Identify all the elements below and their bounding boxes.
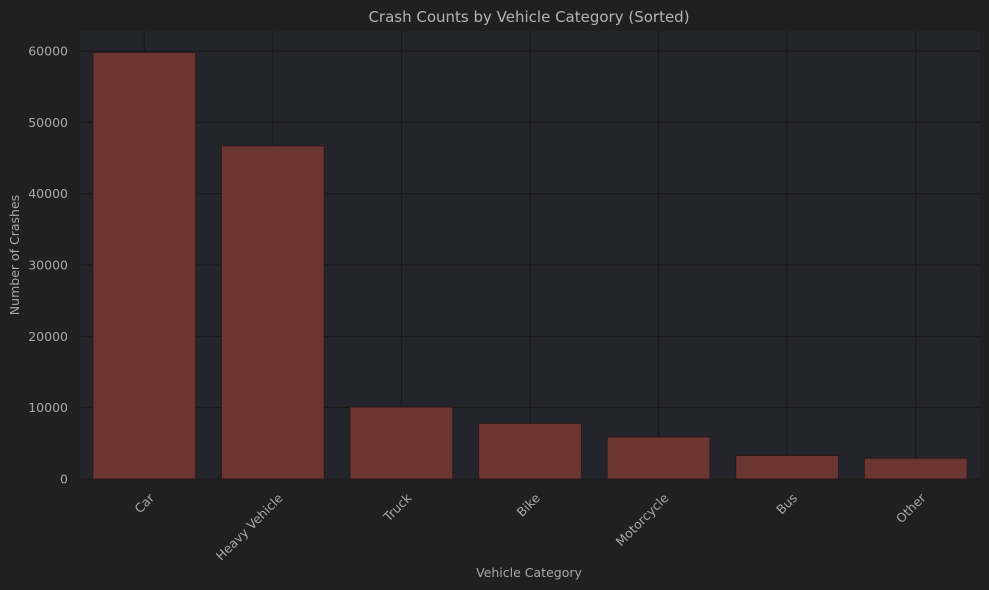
x-axis-label: Vehicle Category <box>476 565 582 580</box>
bar-heavy-vehicle <box>220 145 325 480</box>
y-tick-label: 60000 <box>28 43 68 58</box>
bar-other <box>863 457 968 480</box>
y-tick-label: 10000 <box>28 400 68 415</box>
y-axis-label: Number of Crashes <box>7 195 22 315</box>
chart-title: Crash Counts by Vehicle Category (Sorted… <box>368 8 689 26</box>
y-tick-label: 0 <box>60 472 68 487</box>
bar-bike <box>478 422 582 480</box>
y-tick-label: 50000 <box>28 115 68 130</box>
bar-motorcycle <box>606 436 711 480</box>
y-tick-label: 30000 <box>28 257 68 272</box>
bar-truck <box>349 406 454 480</box>
bars <box>92 51 968 480</box>
bar-car <box>92 51 197 480</box>
y-tick-label: 20000 <box>28 329 68 344</box>
bar-bus <box>735 454 840 480</box>
y-tick-label: 40000 <box>28 186 68 201</box>
y-axis-ticks: 0 10000 20000 30000 40000 50000 60000 <box>28 43 68 486</box>
